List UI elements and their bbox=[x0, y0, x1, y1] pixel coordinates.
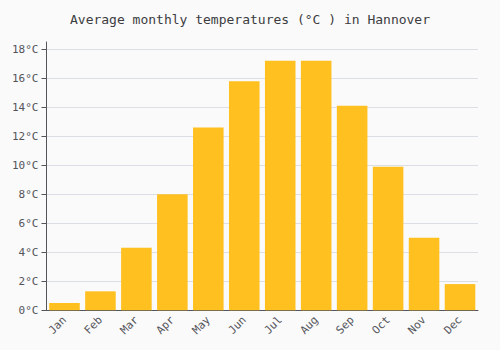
svg-text:10°C: 10°C bbox=[12, 159, 39, 172]
svg-text:16°C: 16°C bbox=[12, 72, 39, 85]
svg-text:4°C: 4°C bbox=[19, 246, 39, 259]
svg-text:Jul: Jul bbox=[262, 314, 285, 337]
svg-text:Sep: Sep bbox=[334, 314, 357, 337]
svg-text:18°C: 18°C bbox=[12, 43, 39, 56]
svg-text:2°C: 2°C bbox=[19, 275, 39, 288]
svg-text:Aug: Aug bbox=[298, 314, 321, 337]
svg-text:Dec: Dec bbox=[441, 314, 464, 337]
svg-text:Oct: Oct bbox=[369, 314, 392, 337]
svg-text:Average monthly temperatures (: Average monthly temperatures (°C ) in Ha… bbox=[70, 12, 430, 27]
svg-text:Feb: Feb bbox=[82, 314, 105, 337]
svg-text:12°C: 12°C bbox=[12, 130, 39, 143]
svg-text:8°C: 8°C bbox=[19, 188, 39, 201]
svg-text:6°C: 6°C bbox=[19, 217, 39, 230]
svg-text:0°C: 0°C bbox=[19, 304, 39, 317]
svg-text:Jun: Jun bbox=[226, 314, 249, 337]
svg-text:Mar: Mar bbox=[118, 313, 141, 336]
svg-text:Apr: Apr bbox=[154, 313, 177, 336]
svg-text:14°C: 14°C bbox=[12, 101, 39, 114]
svg-text:May: May bbox=[190, 313, 213, 336]
svg-text:Nov: Nov bbox=[405, 313, 428, 336]
svg-text:Jan: Jan bbox=[46, 314, 69, 337]
